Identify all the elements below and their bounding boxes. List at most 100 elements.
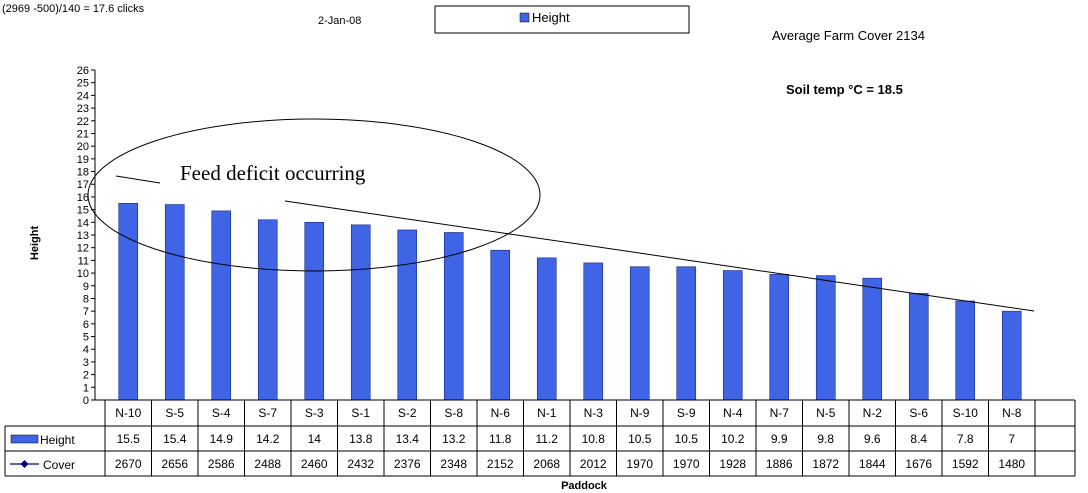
bar-S-8: [443, 232, 464, 401]
bar-N-7: [769, 274, 790, 401]
data-label-height: 11.2: [536, 432, 559, 446]
y-axis-label: Height: [29, 226, 41, 261]
average-farm-cover: Average Farm Cover 2134: [772, 28, 925, 43]
data-label-height: 8.4: [910, 432, 927, 446]
bar-S-3: [304, 222, 325, 401]
x-tick-label: N-3: [584, 406, 604, 420]
y-tick-label: 21: [77, 128, 89, 140]
bar-S-4: [211, 210, 232, 401]
x-tick-label: S-1: [351, 406, 370, 420]
data-label-cover: 2656: [161, 457, 188, 471]
x-tick-label: N-1: [537, 406, 557, 420]
x-tick-label: N-9: [630, 406, 650, 420]
data-label-cover: 2152: [487, 457, 514, 471]
x-tick-label: S-8: [444, 406, 463, 420]
data-label-height: 10.8: [582, 432, 606, 446]
y-tick-label: 12: [77, 243, 89, 255]
y-tick-label: 24: [77, 90, 89, 102]
data-label-height: 9.6: [864, 432, 881, 446]
bar-N-1: [536, 257, 557, 401]
x-tick-label: S-4: [212, 406, 231, 420]
date-label: 2-Jan-08: [318, 15, 361, 27]
table-legend-marker-cover: [20, 460, 29, 468]
bar-N-10: [118, 202, 139, 401]
data-label-height: 13.4: [396, 432, 420, 446]
data-label-height: 10.5: [628, 432, 652, 446]
y-tick-label: 4: [83, 344, 89, 356]
data-label-cover: 1970: [673, 457, 700, 471]
data-label-height: 7.8: [957, 432, 974, 446]
data-table: N-10 15.5 2670 S-5 15.4 2656 S-4 14.9 2586 S-7 14.…: [4, 399, 1076, 477]
data-label-cover: 2488: [254, 457, 281, 471]
legend: Height: [434, 5, 690, 34]
y-tick-label: 6: [83, 319, 89, 331]
annotation-text: Feed deficit occurring: [180, 161, 366, 185]
data-label-height: 14.9: [210, 432, 234, 446]
y-tick-label: 18: [77, 167, 89, 179]
trend-line: [284, 200, 1035, 312]
y-tick-label: 13: [77, 230, 89, 242]
y-tick-label: 16: [77, 192, 89, 204]
bar-N-4: [722, 270, 743, 401]
y-tick-label: 11: [78, 255, 89, 267]
y-tick-label: 8: [83, 293, 89, 305]
bar-N-3: [583, 262, 604, 401]
data-label-cover: 2012: [580, 457, 607, 471]
bar-S-7: [257, 219, 278, 401]
y-tick-label: 1: [83, 382, 89, 394]
x-tick-label: N-7: [770, 406, 790, 420]
x-tick-label: S-10: [953, 406, 979, 420]
data-label-cover: 1676: [905, 457, 932, 471]
x-axis-label: Paddock: [561, 480, 608, 492]
y-tick-label: 5: [83, 332, 89, 344]
x-tick-label: N-4: [723, 406, 743, 420]
y-tick-label: 3: [83, 357, 89, 369]
data-label-height: 11.8: [489, 432, 512, 446]
data-label-height: 10.5: [675, 432, 699, 446]
bar-N-6: [490, 249, 511, 401]
bar-S-10: [955, 300, 976, 401]
data-label-cover: 2348: [440, 457, 467, 471]
bar-N-2: [862, 277, 883, 401]
x-tick-label: N-6: [491, 406, 511, 420]
data-label-height: 7: [1008, 432, 1015, 446]
soil-temp-label: Soil temp °C = 18.5: [786, 82, 903, 97]
bar-S-9: [676, 266, 697, 401]
y-tick-label: 10: [77, 268, 89, 280]
data-label-height: 9.8: [817, 432, 834, 446]
annotation-ellipse: [87, 118, 541, 272]
x-tick-label: S-3: [305, 406, 324, 420]
bar-S-2: [397, 229, 418, 401]
y-tick-label: 25: [77, 78, 89, 90]
bar-N-8: [1001, 310, 1022, 401]
x-tick-label: N-2: [863, 406, 883, 420]
y-tick-label: 2: [83, 370, 89, 382]
y-tick-label: 19: [77, 154, 89, 166]
bar-S-5: [164, 204, 185, 401]
data-label-height: 13.2: [442, 432, 466, 446]
data-label-cover: 1970: [626, 457, 653, 471]
y-tick-label: 7: [83, 306, 89, 318]
legend-swatch-height: [519, 12, 530, 23]
y-tick-label: 14: [77, 217, 89, 229]
data-label-cover: 1928: [719, 457, 746, 471]
data-label-cover: 2376: [394, 457, 421, 471]
y-tick-label: 20: [77, 141, 89, 153]
x-tick-label: S-2: [398, 406, 417, 420]
y-tick-label: 23: [77, 103, 89, 115]
data-label-cover: 1480: [998, 457, 1025, 471]
data-label-height: 14: [308, 432, 322, 446]
y-tick-label: 26: [77, 65, 89, 77]
data-label-height: 15.5: [117, 432, 141, 446]
bar-N-9: [629, 266, 650, 401]
x-tick-label: S-9: [677, 406, 696, 420]
data-label-cover: 2586: [208, 457, 235, 471]
x-tick-label: N-10: [115, 406, 141, 420]
y-tick-label: 0: [83, 395, 89, 407]
y-tick-label: 9: [83, 281, 89, 293]
x-tick-label: S-7: [258, 406, 277, 420]
bar-N-5: [815, 275, 836, 401]
bar-S-1: [350, 224, 371, 401]
data-label-cover: 2432: [347, 457, 374, 471]
